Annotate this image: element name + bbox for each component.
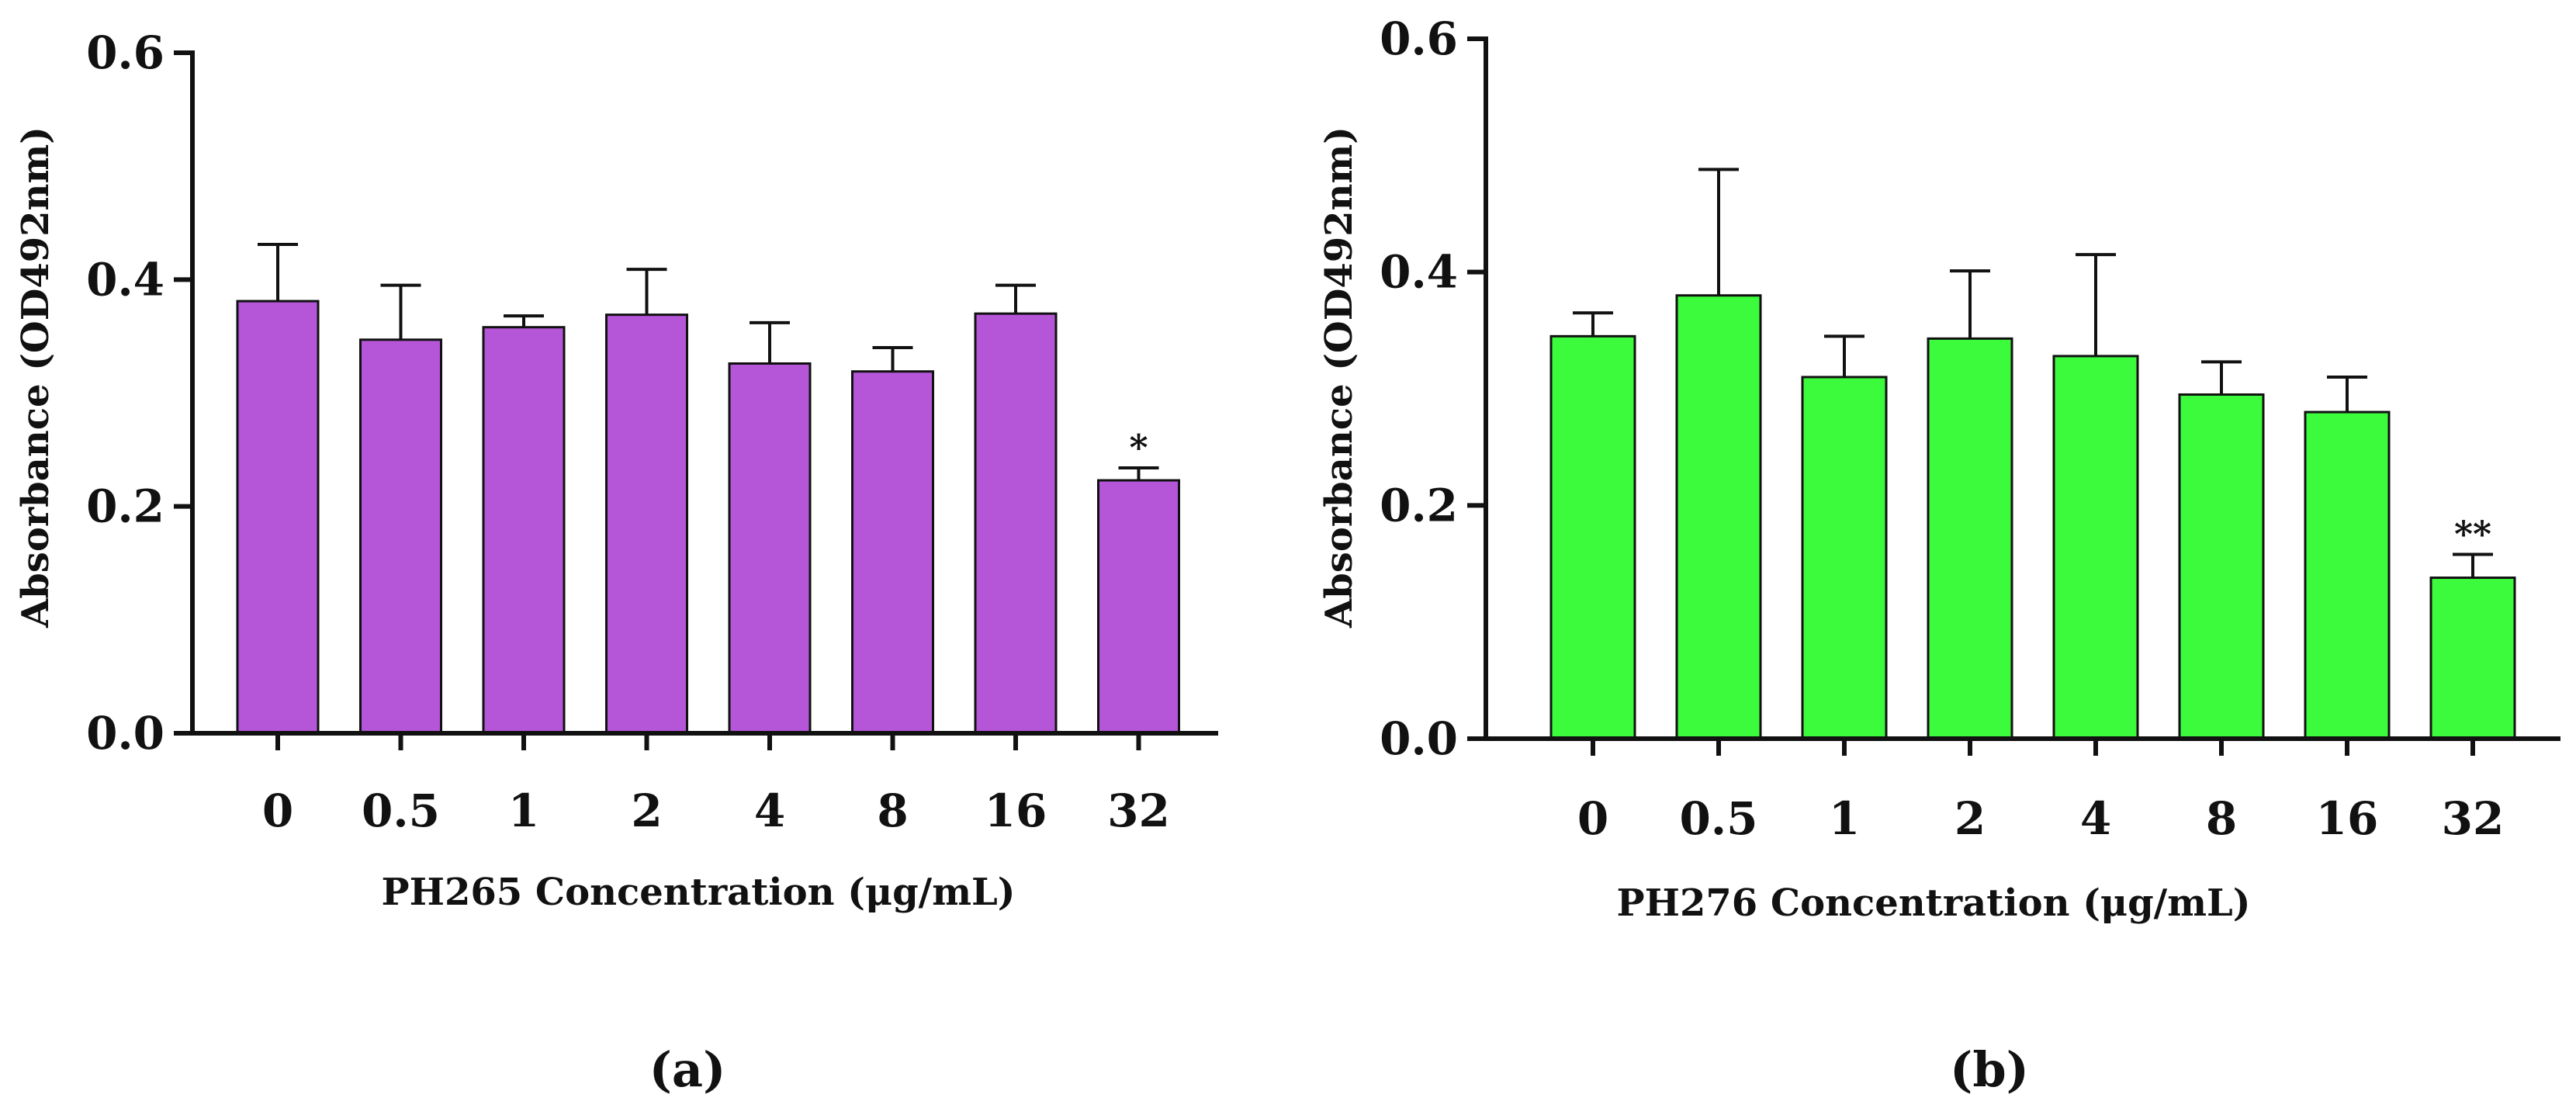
x-tick-label-a: 16	[985, 784, 1047, 837]
bar-group-a	[236, 300, 1180, 735]
significance-marker-b: **	[2454, 513, 2491, 555]
y-tick-label-a: 0.4	[86, 253, 164, 306]
y-tick-label-a: 0.0	[86, 707, 164, 760]
significance-group-b: **	[2454, 513, 2491, 555]
y-axis-title-b: Absorbance (OD492nm)	[1317, 126, 1361, 628]
error-bar-b-1	[1824, 334, 1864, 377]
error-bar-a-4	[750, 320, 790, 364]
bar-b-32	[2429, 577, 2516, 740]
x-tick-label-b: 1	[1829, 792, 1860, 845]
error-bar-a-1	[504, 314, 544, 327]
bar-group-b	[1549, 294, 2516, 740]
error-bar-b-16	[2327, 375, 2367, 413]
x-tick-label-a: 32	[1107, 784, 1170, 837]
bar-a-0.5	[359, 338, 442, 735]
x-tick-label-a: 0.5	[362, 784, 440, 837]
x-tick-label-b: 8	[2206, 792, 2237, 845]
error-bar-b-0.5	[1698, 168, 1739, 296]
error-bar-group-b	[1573, 168, 2493, 578]
error-bar-group-a	[258, 243, 1159, 481]
x-tick-label-a: 2	[631, 784, 662, 837]
error-bar-a-16	[995, 283, 1036, 314]
error-bar-b-8	[2201, 360, 2242, 395]
x-tick-label-a: 0	[262, 784, 293, 837]
bar-b-1	[1801, 376, 1888, 740]
y-tick-label-b: 0.4	[1380, 246, 1458, 299]
x-tick-label-b: 16	[2316, 792, 2379, 845]
error-bar-a-32	[1118, 466, 1159, 481]
chart-panel-a: * 0.0 0.2 0.4 0.6 0 0.5 1 2 4 8 16 32 PH265 Concen…	[14, 26, 1218, 1098]
error-bar-b-32	[2453, 552, 2493, 578]
x-axis-title-a: PH265 Concentration (μg/mL)	[382, 871, 1016, 914]
chart-panel-b: ** 0.0 0.2 0.4 0.6 0 0.5 1 2 4 8 16 32 PH276 Conce…	[1317, 12, 2560, 1098]
error-bar-b-2	[1950, 269, 1990, 339]
x-axis-title-b: PH276 Concentration (μg/mL)	[1617, 881, 2251, 925]
bar-b-16	[2304, 410, 2391, 740]
error-bar-b-4	[2076, 253, 2116, 356]
y-tick-label-b: 0.2	[1380, 479, 1458, 532]
bar-a-2	[605, 313, 688, 735]
y-tick-label-a: 0.6	[86, 26, 164, 79]
bar-a-1	[482, 326, 566, 735]
y-tick-label-b: 0.6	[1380, 12, 1458, 65]
axes-b	[1484, 36, 2560, 741]
error-bar-b-0	[1573, 311, 1613, 337]
x-tick-label-b: 4	[2080, 792, 2111, 845]
bar-b-8	[2178, 393, 2265, 740]
error-bar-a-0	[258, 243, 298, 302]
x-tick-label-b: 2	[1955, 792, 1986, 845]
significance-marker-a: *	[1129, 427, 1148, 469]
x-ticks-a: 0 0.5 1 2 4 8 16 32	[262, 733, 1170, 837]
bar-a-32	[1097, 479, 1180, 735]
panel-label-b: (b)	[1950, 1041, 2029, 1098]
y-axis-title-a: Absorbance (OD492nm)	[14, 126, 57, 628]
error-bar-a-8	[872, 346, 913, 372]
axes-a	[190, 50, 1218, 736]
bar-b-0	[1549, 334, 1636, 740]
x-tick-label-a: 4	[754, 784, 785, 837]
y-tick-label-a: 0.2	[86, 480, 164, 533]
bar-b-4	[2052, 355, 2139, 740]
x-tick-label-a: 8	[877, 784, 908, 837]
x-tick-label-b: 0	[1577, 792, 1608, 845]
x-tick-label-b: 0.5	[1680, 792, 1758, 845]
y-ticks-a: 0.0 0.2 0.4 0.6	[86, 26, 192, 760]
x-tick-label-a: 1	[508, 784, 539, 837]
y-ticks-b: 0.0 0.2 0.4 0.6	[1380, 12, 1486, 765]
significance-group-a: *	[1129, 427, 1148, 469]
bar-a-4	[728, 362, 812, 735]
bar-a-8	[851, 370, 934, 735]
bar-a-0	[236, 300, 320, 735]
x-ticks-b: 0 0.5 1 2 4 8 16 32	[1577, 739, 2505, 845]
x-tick-label-b: 32	[2442, 792, 2505, 845]
bar-a-16	[974, 312, 1058, 735]
panel-label-a: (a)	[649, 1041, 726, 1098]
error-bar-a-2	[626, 268, 667, 315]
error-bar-a-0.5	[380, 283, 421, 340]
bar-b-0.5	[1675, 294, 1762, 740]
y-tick-label-b: 0.0	[1380, 712, 1458, 765]
bar-b-2	[1927, 337, 2013, 740]
